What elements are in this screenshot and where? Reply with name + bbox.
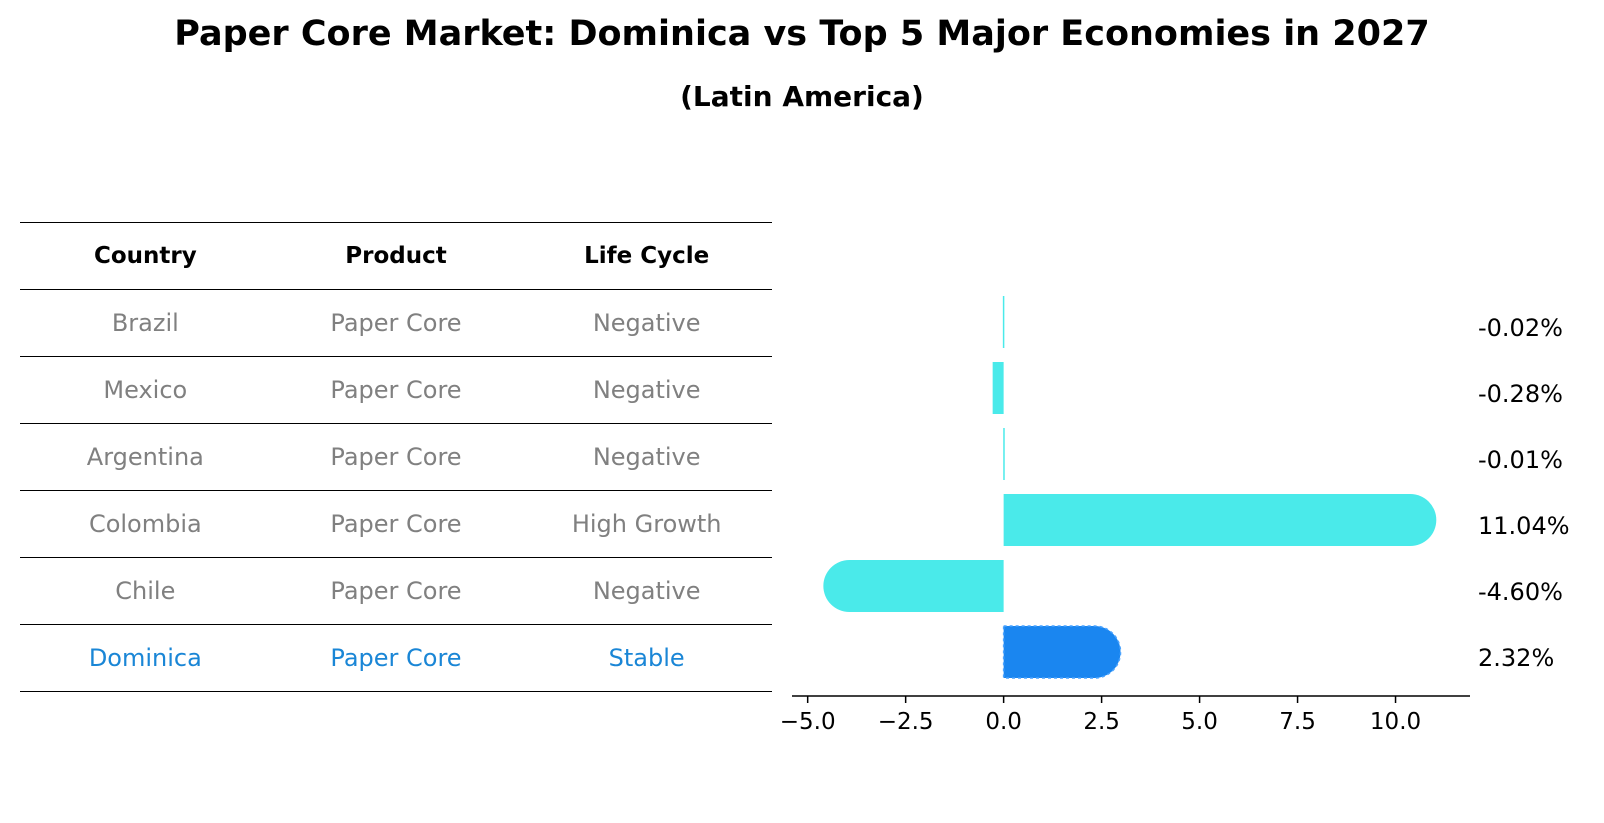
value-label: -0.02% <box>1478 314 1563 342</box>
value-label: -4.60% <box>1478 578 1563 606</box>
x-tick-label: −5.0 <box>780 709 836 735</box>
bar-dominica <box>1004 626 1121 678</box>
value-label: 2.32% <box>1478 644 1554 672</box>
x-tick-label: 5.0 <box>1181 709 1218 735</box>
bar-chile <box>823 560 1003 612</box>
value-label: -0.28% <box>1478 380 1563 408</box>
bar-chart: -0.02% -0.28% -0.01% 11.04% -4.60% 2.32% −5.0 −… <box>0 0 1604 823</box>
x-tick-label: 7.5 <box>1279 709 1316 735</box>
x-tick-label: 2.5 <box>1083 709 1120 735</box>
x-tick-label: 10.0 <box>1370 709 1421 735</box>
bar-argentina <box>1003 428 1005 480</box>
x-tick-label: −2.5 <box>878 709 934 735</box>
bar-brazil <box>1003 296 1005 348</box>
bar-colombia <box>1004 494 1437 546</box>
x-tick-label: 0.0 <box>985 709 1022 735</box>
value-label: 11.04% <box>1478 512 1570 540</box>
bar-mexico <box>993 362 1004 414</box>
value-label: -0.01% <box>1478 446 1563 474</box>
